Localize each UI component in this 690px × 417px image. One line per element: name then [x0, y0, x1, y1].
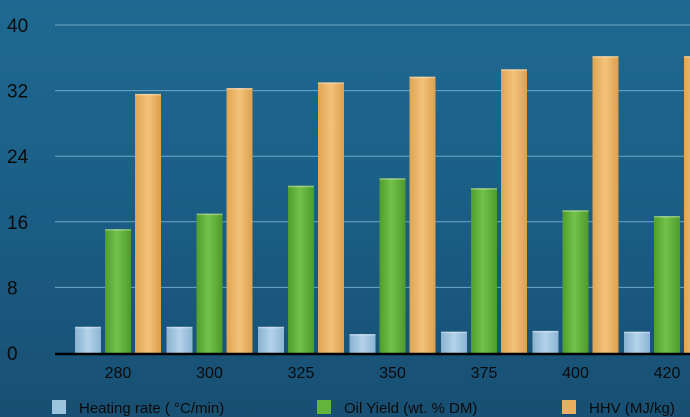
bar-1-325 — [258, 326, 284, 353]
bar-highlight — [409, 76, 436, 79]
legend-swatch — [562, 400, 576, 414]
bar-2-420 — [654, 216, 680, 353]
bar-3-325 — [318, 82, 344, 354]
legend: Heating rate ( °C/min) Oil Yield (wt. % D… — [52, 400, 675, 417]
bar-1-400 — [532, 330, 559, 353]
bar-2-280 — [105, 229, 131, 353]
y-tick-label: 32 — [7, 82, 28, 103]
bar-highlight — [624, 331, 650, 334]
x-tick-label: 375 — [471, 365, 498, 382]
bar-3-400 — [592, 56, 619, 353]
legend-label: Heating rate ( °C/min) — [79, 400, 224, 417]
y-tick-label: 8 — [7, 278, 18, 299]
bar-3-420 — [684, 56, 690, 353]
bar-2-325 — [288, 185, 314, 353]
bar-highlight — [471, 188, 497, 190]
y-tick-label: 24 — [7, 147, 29, 168]
legend-label: HHV (MJ/kg) — [589, 400, 675, 417]
bar-2-300 — [196, 213, 223, 353]
bar-2-350 — [379, 178, 406, 353]
bar-highlight — [501, 69, 527, 71]
bar-highlight — [349, 334, 376, 336]
bar-1-420 — [624, 331, 650, 353]
y-tick-label: 16 — [7, 213, 28, 234]
bar-highlight — [318, 82, 344, 84]
bar-highlight — [592, 56, 619, 58]
x-tick-label: 300 — [196, 365, 223, 382]
x-tick-label: 350 — [379, 365, 406, 382]
legend-label: Oil Yield (wt. % DM) — [344, 400, 477, 417]
y-tick-label: 0 — [7, 344, 18, 365]
bar-1-375 — [441, 331, 467, 353]
bar-3-300 — [226, 88, 253, 353]
bar-highlight — [135, 93, 161, 96]
bar-highlight — [258, 326, 284, 329]
bar-1-350 — [349, 334, 376, 353]
bar-highlight — [226, 88, 253, 90]
x-tick-label: 400 — [562, 365, 589, 382]
bar-3-280 — [135, 93, 161, 354]
axes: 0 8 16 24 32 40 280 300 325 350 375 400 420 — [7, 16, 690, 382]
bar-2-375 — [471, 188, 497, 353]
bar-2-400 — [562, 210, 589, 353]
bars — [75, 56, 690, 354]
legend-swatch — [52, 400, 66, 414]
y-tick-label: 40 — [7, 16, 28, 37]
bar-highlight — [441, 331, 467, 334]
bar-1-280 — [75, 326, 101, 353]
x-tick-label: 280 — [105, 365, 132, 382]
x-tick-label: 325 — [288, 365, 315, 382]
bar-3-350 — [409, 76, 436, 353]
bar-highlight — [532, 330, 559, 333]
bar-highlight — [105, 229, 131, 231]
bar-highlight — [379, 178, 406, 180]
bar-3-375 — [501, 69, 527, 354]
x-tick-label: 420 — [654, 365, 681, 382]
legend-swatch — [317, 400, 331, 414]
bar-1-300 — [166, 326, 193, 353]
bar-highlight — [562, 210, 589, 212]
bar-highlight — [75, 326, 101, 329]
bar-highlight — [654, 216, 680, 218]
bar-highlight — [196, 213, 223, 216]
bar-highlight — [288, 185, 314, 188]
bar-highlight — [684, 56, 690, 58]
bar-highlight — [166, 326, 193, 329]
